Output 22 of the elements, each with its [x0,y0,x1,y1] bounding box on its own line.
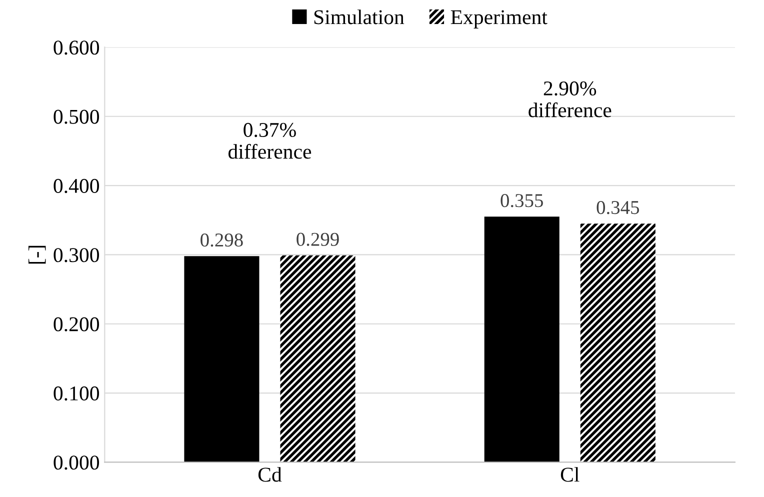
y-tick-label: 0.200 [54,317,100,332]
y-tick-label: 0.400 [54,178,100,194]
legend-label: Simulation [314,10,404,24]
annotation: 2.90% difference [528,81,612,118]
y-axis-title: [-] [28,246,46,264]
bar [184,256,260,462]
y-tick-label: 0.000 [54,456,100,470]
data-label: 0.355 [500,194,543,208]
y-tick-label: 0.500 [54,110,100,124]
bar [484,216,560,462]
legend-label: Experiment [450,10,548,28]
data-label: 0.345 [596,200,640,214]
x-tick-label: Cl [560,467,580,482]
y-tick-label: 0.600 [54,40,100,55]
y-tick-label: 0.300 [54,248,100,262]
bar [280,255,356,462]
x-tick-label: Cd [258,467,282,482]
annotation: 0.37% difference [228,122,312,159]
bar [580,224,656,462]
y-tick-label: 0.100 [54,386,100,401]
data-label: 0.299 [296,232,339,246]
data-label: 0.298 [200,233,243,247]
